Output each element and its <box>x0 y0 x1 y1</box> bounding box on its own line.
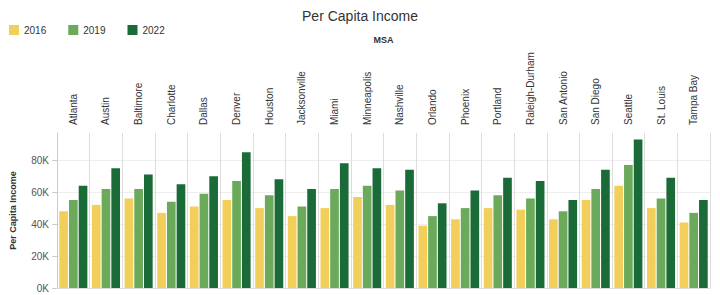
svg-text:St. Louis: St. Louis <box>656 86 667 125</box>
svg-text:Atlanta: Atlanta <box>68 93 79 125</box>
svg-text:Dallas: Dallas <box>198 97 209 125</box>
svg-text:San Antonio: San Antonio <box>558 71 569 125</box>
svg-text:0K: 0K <box>37 283 50 294</box>
svg-text:Portland: Portland <box>492 88 503 125</box>
svg-text:Per Capita Income: Per Capita Income <box>302 8 418 24</box>
svg-text:Orlando: Orlando <box>427 89 438 125</box>
svg-text:Miami: Miami <box>329 98 340 125</box>
svg-text:Baltimore: Baltimore <box>133 82 144 125</box>
svg-text:Raleigh-Durham: Raleigh-Durham <box>525 52 536 125</box>
svg-text:Houston: Houston <box>264 88 275 125</box>
svg-text:20K: 20K <box>31 251 49 262</box>
svg-text:MSA: MSA <box>374 35 395 45</box>
svg-text:80K: 80K <box>31 155 49 166</box>
svg-text:Per Capita Income: Per Capita Income <box>8 171 18 250</box>
svg-text:Jacksonville: Jacksonville <box>296 71 307 125</box>
svg-text:Denver: Denver <box>231 92 242 125</box>
svg-text:60K: 60K <box>31 187 49 198</box>
svg-text:2019: 2019 <box>83 25 106 36</box>
svg-text:40K: 40K <box>31 219 49 230</box>
svg-text:Nashville: Nashville <box>394 84 405 125</box>
svg-text:Tampa Bay: Tampa Bay <box>688 75 699 125</box>
svg-text:Minneapolis: Minneapolis <box>362 72 373 125</box>
svg-text:2022: 2022 <box>142 25 165 36</box>
svg-text:Seattle: Seattle <box>623 93 634 125</box>
svg-text:Austin: Austin <box>100 97 111 125</box>
svg-text:Charlotte: Charlotte <box>166 84 177 125</box>
svg-text:San Diego: San Diego <box>590 78 601 125</box>
svg-text:Phoenix: Phoenix <box>460 89 471 125</box>
svg-text:2016: 2016 <box>24 25 47 36</box>
